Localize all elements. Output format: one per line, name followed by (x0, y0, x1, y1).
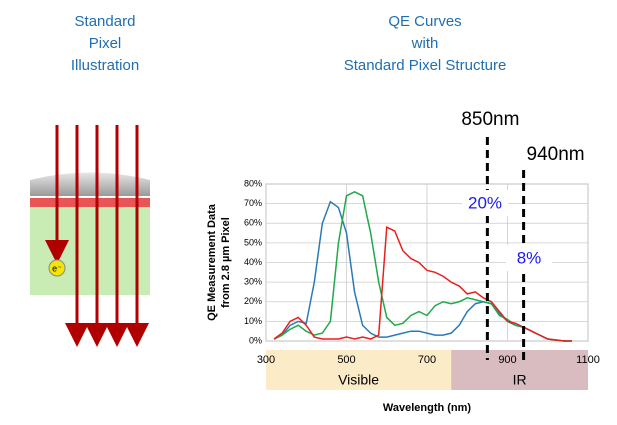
y-tick-label: 60% (244, 218, 262, 228)
callout-label: 20% (468, 193, 502, 212)
x-tick-label: 300 (257, 354, 275, 366)
chart-title: QE Curves (388, 13, 461, 30)
y-tick-label: 80% (244, 178, 262, 188)
y-tick-label: 0% (249, 335, 262, 345)
x-tick-label: 700 (418, 354, 436, 366)
illustration-title: Pixel (89, 35, 122, 52)
light-rays (45, 125, 149, 347)
x-tick-label: 900 (498, 354, 516, 366)
pixel-illustration: e⁻ (30, 125, 150, 347)
marker-label: 940nm (527, 144, 585, 165)
filter (30, 198, 150, 207)
callout-box (462, 190, 508, 216)
illustration-title: Standard (75, 13, 136, 30)
callout-label: 8% (517, 248, 542, 267)
silicon (30, 207, 150, 295)
electron-label: e⁻ (52, 263, 62, 273)
y-axis-title: from 2.8 µm Pixel (220, 217, 232, 308)
y-tick-label: 70% (244, 198, 262, 208)
illustration-title: Illustration (71, 57, 139, 74)
y-tick-label: 50% (244, 237, 262, 247)
x-axis-title: Wavelength (nm) (383, 402, 472, 414)
band-label: IR (513, 372, 527, 388)
microlens (30, 172, 150, 196)
chart-title: Standard Pixel Structure (344, 57, 507, 74)
y-tick-label: 20% (244, 296, 262, 306)
chart-title: with (411, 35, 439, 52)
y-axis-title: QE Measurement Data (206, 203, 218, 321)
y-tick-label: 10% (244, 316, 262, 326)
wavelength-band (266, 350, 452, 390)
wavelength-band (451, 350, 588, 390)
marker-label: 850nm (461, 109, 519, 130)
y-tick-label: 40% (244, 257, 262, 267)
x-tick-label: 1100 (576, 354, 600, 366)
electron (48, 259, 66, 277)
y-tick-label: 30% (244, 277, 262, 287)
band-label: Visible (338, 372, 379, 388)
callout-box (506, 245, 552, 271)
qe-curve (273, 200, 572, 342)
x-tick-label: 500 (337, 354, 355, 366)
